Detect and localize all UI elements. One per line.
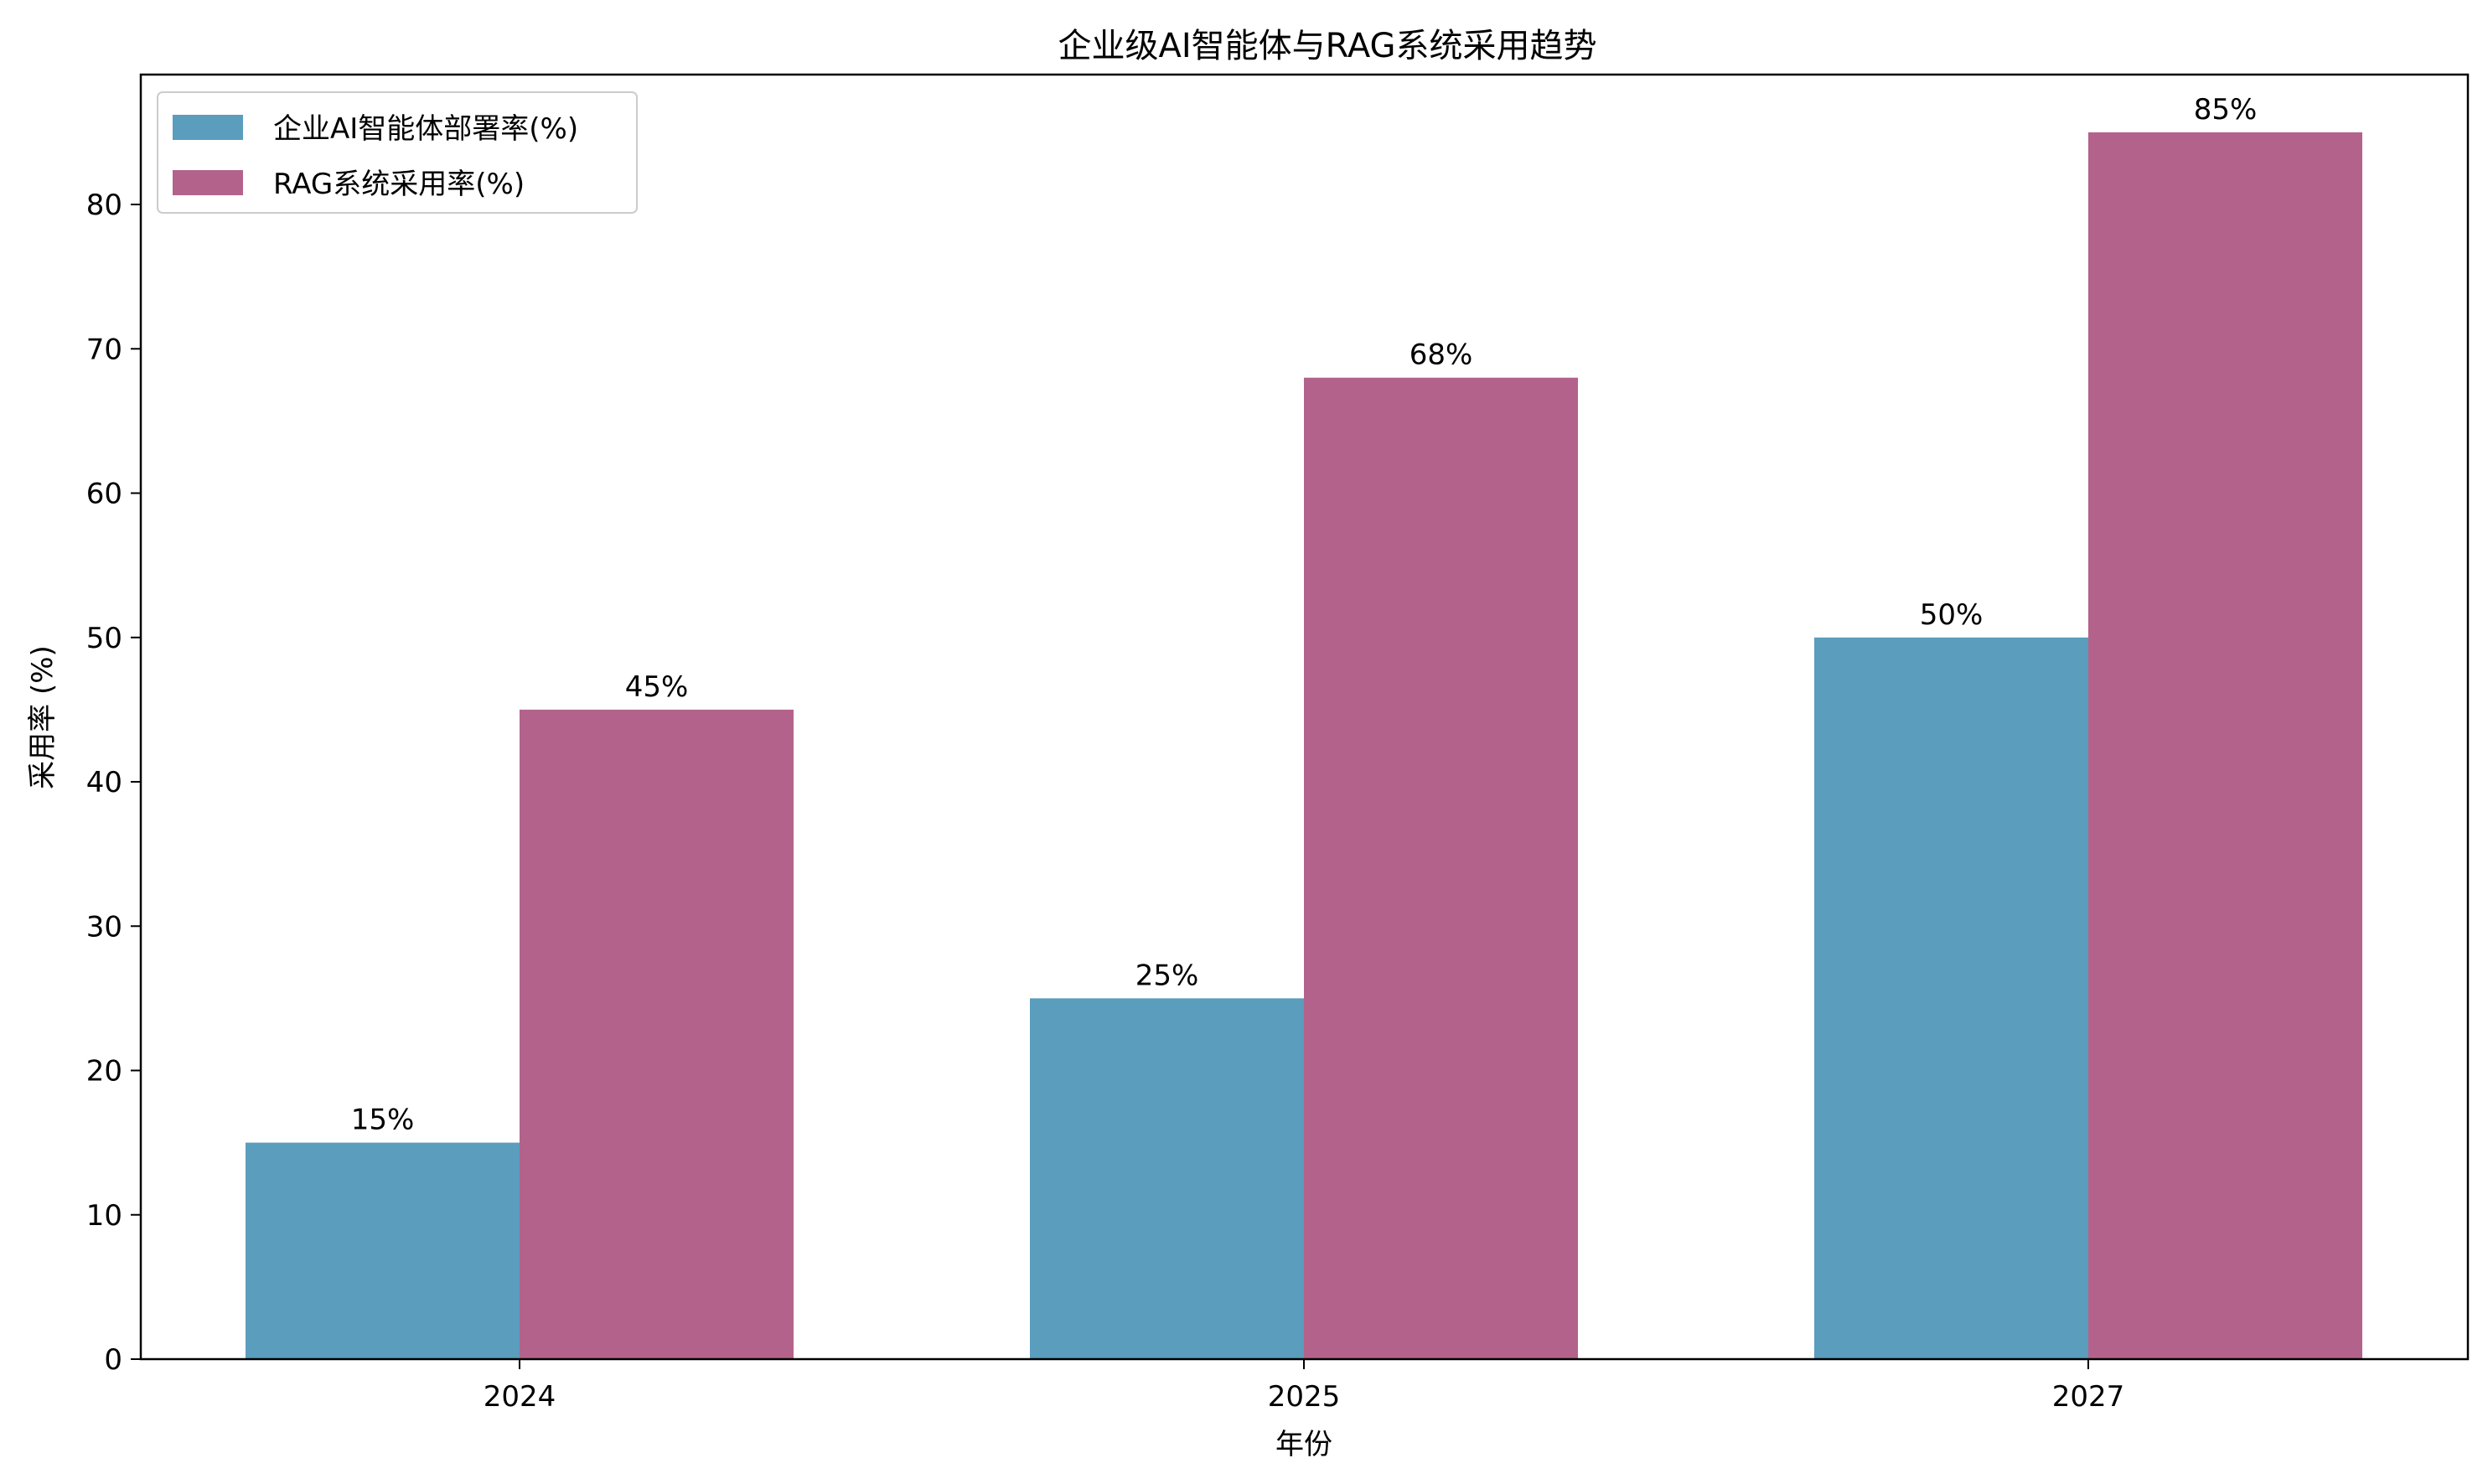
y-axis-label: 采用率 (%) (26, 645, 59, 789)
bar-label-s1-2024: 45% (625, 670, 689, 704)
legend-entry-agent: 企业AI智能体部署率(%) (273, 112, 578, 146)
bar-s0-2027 (1814, 637, 2088, 1359)
bar-s0-2024 (246, 1142, 520, 1359)
bar-label-s1-2025: 68% (1410, 339, 1473, 372)
y-tick-label-30: 30 (86, 910, 122, 944)
chart-title: 企业级AI智能体与RAG系统采用趋势 (1058, 27, 1597, 65)
bar-label-s0-2025: 25% (1135, 959, 1199, 992)
x-axis: 2024 2025 2027 (484, 1359, 2125, 1414)
x-tick-label-2025: 2025 (1268, 1380, 1341, 1414)
x-tick-label-2027: 2027 (2052, 1380, 2125, 1414)
legend-swatch-rag (173, 170, 243, 195)
x-tick-label-2024: 2024 (484, 1380, 556, 1414)
bar-label-s0-2024: 15% (351, 1104, 415, 1137)
plot-frame (139, 73, 2470, 1361)
y-axis: 0 10 20 30 40 50 60 70 80 (86, 189, 141, 1377)
y-tick-label-50: 50 (86, 622, 122, 655)
bars-group (246, 132, 2362, 1359)
bar-s0-2025 (1030, 998, 1304, 1359)
y-tick-label-40: 40 (86, 766, 122, 799)
y-tick-label-0: 0 (104, 1343, 122, 1377)
bar-s1-2024 (520, 709, 794, 1359)
x-axis-label: 年份 (1275, 1428, 1332, 1461)
bar-label-s0-2027: 50% (1920, 598, 1984, 632)
bar-label-s1-2027: 85% (2194, 93, 2258, 127)
legend: 企业AI智能体部署率(%) RAG系统采用率(%) (157, 91, 638, 214)
y-tick-label-70: 70 (86, 333, 122, 366)
bar-s1-2025 (1304, 377, 1578, 1359)
legend-box (157, 91, 638, 214)
y-tick-label-80: 80 (86, 189, 122, 222)
y-tick-label-60: 60 (86, 478, 122, 511)
bar-s1-2027 (2088, 132, 2362, 1359)
legend-swatch-agent (173, 115, 243, 140)
y-tick-label-20: 20 (86, 1055, 122, 1088)
legend-entry-rag: RAG系统采用率(%) (273, 168, 525, 201)
y-tick-label-10: 10 (86, 1199, 122, 1233)
bar-labels-group: 15% 25% 50% 45% 68% 85% (351, 93, 2258, 1137)
